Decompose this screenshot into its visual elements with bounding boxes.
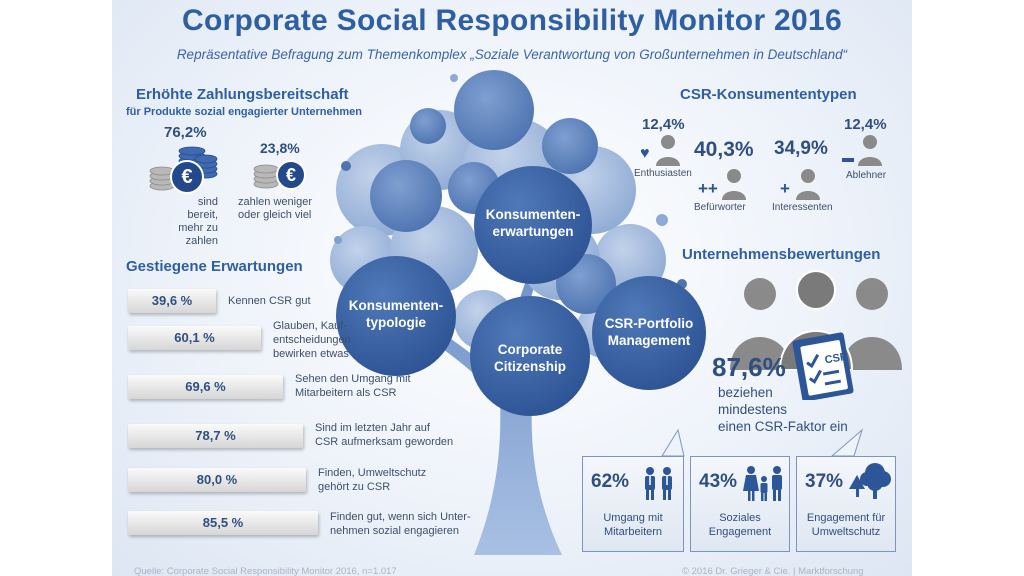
- type-pct-interested: 34,9%: [774, 138, 828, 159]
- payment-no-text: zahlen weniger oder gleich viel: [238, 196, 312, 221]
- expectation-label: Kennen CSR gut: [228, 295, 311, 307]
- payment-yes-pct: 76,2%: [164, 124, 207, 141]
- expectation-bar: 60,1 %: [128, 326, 261, 350]
- callout-environment: 37% Engagement für Umweltschutz: [796, 456, 896, 552]
- expectation-bar: 39,6 %: [128, 289, 216, 313]
- payment-no-pct: 23,8%: [260, 140, 300, 156]
- expectation-bar: 69,6 %: [128, 375, 283, 399]
- callout-pct: 43%: [699, 471, 738, 492]
- callout-pct: 37%: [805, 471, 844, 492]
- euro-coin-icon: €: [170, 160, 204, 194]
- leaf-consumer-expectations: [474, 166, 592, 284]
- type-pct-supporters: 40,3%: [694, 138, 754, 161]
- leaf-label-corporate-citizenship: Corporate Citizenship: [493, 342, 566, 374]
- leaf-label-consumer-typology: Konsumenten-typologie: [348, 298, 444, 330]
- heart-icon: ♥: [640, 145, 650, 162]
- csr-badge-text: CSR: [824, 351, 849, 367]
- leaf-consumer-typology: [336, 256, 456, 376]
- expectation-bar: 78,7 %: [128, 424, 303, 448]
- payment-subheading: für Produkte sozial engagierter Unterneh…: [126, 106, 362, 118]
- page-title: Corporate Social Responsibility Monitor …: [181, 4, 842, 37]
- callout-tails: [661, 428, 863, 457]
- payment-yes-text: sind bereit, mehr zu zahlen: [178, 196, 218, 247]
- source-note: Quelle: Corporate Social Responsibility …: [134, 566, 397, 576]
- csr-checklist-icon: CSR: [792, 332, 854, 400]
- copyright-note: © 2016 Dr. Grieger & Cie. | Marktforschu…: [682, 566, 864, 576]
- type-pct-enthusiasts: 12,4%: [642, 116, 685, 133]
- type-label-supporters: Befürworter: [694, 202, 746, 213]
- family-icon: [743, 466, 782, 501]
- leaf-corporate-citizenship: [470, 296, 590, 416]
- leaf-label-csr-portfolio-management: CSR-Portfolio Management: [604, 316, 694, 348]
- expectation-bar: 85,5 %: [128, 511, 318, 535]
- infographic: Corporate Social Responsibility Monitor …: [112, 0, 912, 576]
- double-plus-icon: ++: [698, 179, 718, 198]
- expectation-label: Sind im letzten Jahr auf CSR aufmerksam g…: [315, 422, 454, 448]
- payment-heading: Erhöhte Zahlungsbereitschaft: [136, 86, 349, 103]
- person-icon: [656, 135, 680, 166]
- expectation-label: Glauben, Kauf-entscheidungen bewirken etw…: [273, 320, 351, 360]
- leaf-label-consumer-expectations: Konsumenten-erwartungen: [485, 207, 581, 239]
- types-heading: CSR-Konsumententypen: [680, 86, 857, 103]
- callout-pct: 62%: [591, 471, 630, 492]
- person-icon: [858, 135, 882, 166]
- type-pct-rejecters: 12,4%: [844, 116, 887, 133]
- type-label-enthusiasts: Enthusiasten: [634, 168, 692, 179]
- expectation-label: Finden gut, wenn sich Unter-nehmen sozia…: [330, 511, 471, 537]
- trees-icon: [849, 463, 891, 499]
- expectation-label: Sehen den Umgang mit Mitarbeitern als CSR: [295, 373, 411, 399]
- expectation-bar: 80,0 %: [128, 468, 306, 492]
- person-icon: [722, 169, 746, 200]
- ratings-heading: Unternehmensbewertungen: [682, 246, 881, 263]
- minus-icon: [842, 158, 854, 162]
- type-label-interested: Interessenten: [772, 202, 833, 213]
- leaf-csr-portfolio-management: [592, 276, 706, 390]
- expectations-heading: Gestiegene Erwartungen: [126, 258, 303, 275]
- callout-social: 43% Soziales Engagement: [690, 456, 790, 552]
- ratings-text: beziehen mindestens einen CSR-Faktor ein: [718, 385, 848, 434]
- person-icon: [796, 169, 820, 200]
- employees-icon: [645, 467, 672, 500]
- type-label-rejecters: Ablehner: [846, 170, 887, 181]
- callout-employees: 62% Umgang mit Mitarbeitern: [582, 456, 684, 552]
- expectation-label: Finden, Umweltschutz gehört zu CSR: [318, 467, 427, 493]
- plus-icon: +: [780, 179, 790, 198]
- euro-coin-small-icon: €: [276, 160, 306, 190]
- ratings-pct: 87,6%: [712, 352, 786, 382]
- page-subtitle: Repräsentative Befragung zum Themenkompl…: [176, 47, 848, 62]
